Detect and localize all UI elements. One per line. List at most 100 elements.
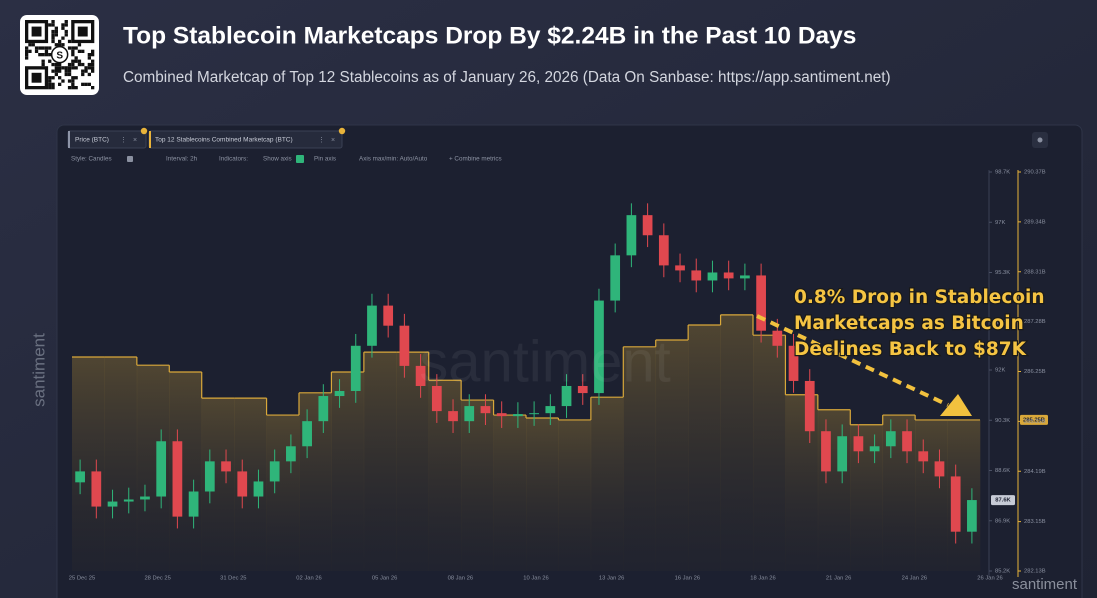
qr-cell [41,62,45,67]
tab-label[interactable]: Price (BTC) [75,137,109,144]
qr-logo-mark: S [56,50,63,61]
qr-cell [71,53,75,57]
qr-cell [41,46,45,50]
qr-cell [74,59,78,63]
toolbar-item[interactable]: Pin axis [314,156,336,163]
candle-body [123,499,134,502]
tab-menu[interactable]: ⋮ [120,137,127,144]
qr-cell [81,49,85,53]
qr-cell [87,62,91,67]
qr-cell [34,49,39,53]
area-segment [104,356,138,571]
current-value-tag [1020,414,1048,425]
qr-cell [51,23,55,27]
candle-body [918,451,929,462]
toolbar-item[interactable]: + Combine metrics [449,156,502,163]
candle-body [431,385,442,412]
qr-cell [71,59,75,63]
qr-cell [58,76,62,80]
qr-cell [61,23,65,27]
x-tick-label: 08 Jan 26 [448,576,473,582]
checkbox[interactable] [296,155,304,163]
y-tick-label: 88.6K [995,468,1010,474]
toolbar-item[interactable]: Interval: 2h [166,156,198,163]
qr-cell [64,23,68,27]
y2-tick-label: 288.31B [1024,269,1046,275]
candle-body [399,325,410,366]
candle-body [561,385,572,407]
candle-body [642,215,653,236]
y2-tick-label: 286.25B [1024,369,1046,375]
qr-cell [25,46,29,50]
candle-body [950,476,961,532]
qr-cell [61,36,65,40]
candle-body [610,255,621,301]
tab-marker [68,131,70,148]
candle-body [756,275,766,331]
qr-cell [58,39,62,44]
area-segment [720,314,754,571]
candle-body [837,436,848,472]
tab-close[interactable]: × [331,137,335,144]
qr-cell [44,53,49,57]
tab-marker [149,131,151,148]
qr-cell [48,53,52,57]
tab-menu[interactable]: ⋮ [318,137,325,144]
toolbar-item[interactable]: Indicators: [219,156,248,163]
qr-cell [54,69,58,73]
qr-cell [74,66,78,70]
qr-cell [58,69,62,73]
tab-close[interactable]: × [133,137,137,144]
candle-body [140,496,150,500]
qr-cell [91,62,95,67]
qr-cell [64,33,68,37]
area-segment [688,325,721,571]
qr-cell [91,86,95,90]
qr-cell [91,53,95,57]
tab-label[interactable]: Top 12 Stablecoins Combined Marketcap (B… [155,137,293,144]
x-tick-label: 05 Jan 26 [372,576,397,582]
toolbar-item[interactable]: Axis max/min: Auto/Auto [359,156,428,163]
qr-cell [67,62,72,67]
qr-cell [81,62,85,67]
y-tick-label: 90.3K [995,418,1010,424]
candle-body [626,215,637,256]
qr-cell [51,69,55,73]
candle-body [237,471,248,497]
candle-body [594,300,604,394]
y2-tick-label: 282.13B [1024,569,1046,575]
y-tick-label: 93.6K [995,320,1010,326]
color-swatch[interactable] [127,156,133,162]
qr-cell [84,66,88,70]
qr-cell [64,29,68,34]
qr-cell [67,46,72,50]
area-segment [590,397,624,571]
candle-body [691,270,702,281]
qr-cell [54,33,58,37]
qr-cell [54,29,58,34]
x-tick-label: 31 Dec 25 [220,576,246,582]
candle-body [480,406,491,414]
toolbar-item[interactable]: Style: Candles [71,156,112,163]
y-tick-label: 97K [995,220,1005,226]
qr-cell [51,20,55,24]
candle-body [448,411,458,422]
subtitle: Combined Marketcap of Top 12 Stablecoins… [123,69,891,86]
qr-cell [51,76,55,80]
candle-body [334,391,345,397]
qr-cell [54,66,58,70]
qr-cell [48,46,52,50]
qr-cell [48,82,52,86]
qr-cell [38,53,42,57]
toolbar-item[interactable]: Show axis [263,156,292,163]
y-tick-label: 86.9K [995,518,1010,524]
candle-body [658,235,669,266]
y2-tick-label: 290.37B [1024,170,1046,176]
candle-body [75,471,85,483]
qr-cell [67,69,72,73]
candle-body [107,501,118,507]
x-tick-label: 16 Jan 26 [675,576,700,582]
area-segment [396,352,430,571]
